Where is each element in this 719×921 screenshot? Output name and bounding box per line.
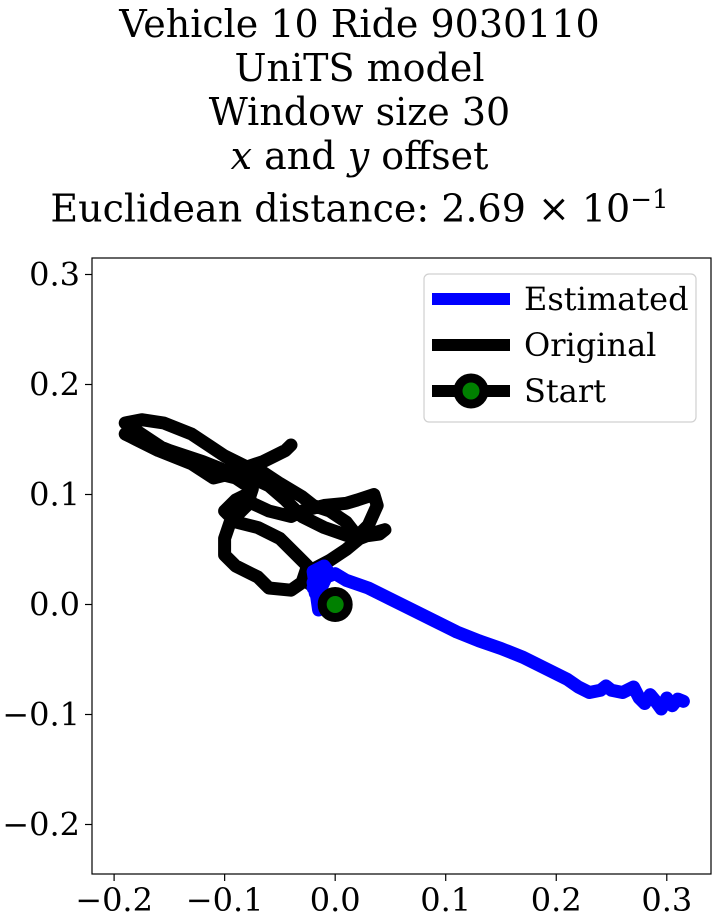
y-tick-label: 0.3 xyxy=(29,256,80,294)
title-y-symbol: y xyxy=(347,134,370,178)
title-x-symbol: x xyxy=(230,134,253,178)
title-offset: offset xyxy=(369,134,489,178)
plot-frame xyxy=(91,257,712,875)
legend-label-start: Start xyxy=(524,372,606,410)
x-tick-label: 0.3 xyxy=(641,881,692,919)
x-tick-label: −0.2 xyxy=(75,881,153,919)
y-tick-label: 0.1 xyxy=(29,476,80,514)
title-and: and xyxy=(252,134,348,178)
title-line-5: Euclidean distance: 2.69 × 10−1 xyxy=(0,178,719,231)
chart-title: Vehicle 10 Ride 9030110 UniTS model Wind… xyxy=(0,2,719,231)
series-line-original xyxy=(118,413,392,611)
title-line-3: Window size 30 xyxy=(208,90,511,134)
series-line-estimated xyxy=(306,559,690,716)
x-tick-label: 0.2 xyxy=(531,881,582,919)
legend-label-estimated: Estimated xyxy=(524,280,689,318)
y-tick-label: 0.2 xyxy=(29,366,80,404)
title-line-1: Vehicle 10 Ride 9030110 xyxy=(119,2,600,46)
x-tick-label: −0.1 xyxy=(186,881,264,919)
legend-label-original: Original xyxy=(524,326,656,364)
y-tick-label: −0.1 xyxy=(2,696,80,734)
title-line-4: x and y offset xyxy=(0,134,719,178)
x-tick-label: 0.1 xyxy=(420,881,471,919)
y-tick-label: −0.2 xyxy=(2,806,80,844)
title-distance-exponent: −1 xyxy=(630,185,669,215)
title-line-2: UniTS model xyxy=(234,46,485,90)
title-distance: Euclidean distance: 2.69 × 10 xyxy=(50,186,631,231)
start-marker xyxy=(317,587,353,622)
y-tick-label: 0.0 xyxy=(29,586,80,624)
x-tick-label: 0.0 xyxy=(310,881,361,919)
legend-start-marker xyxy=(453,373,489,409)
